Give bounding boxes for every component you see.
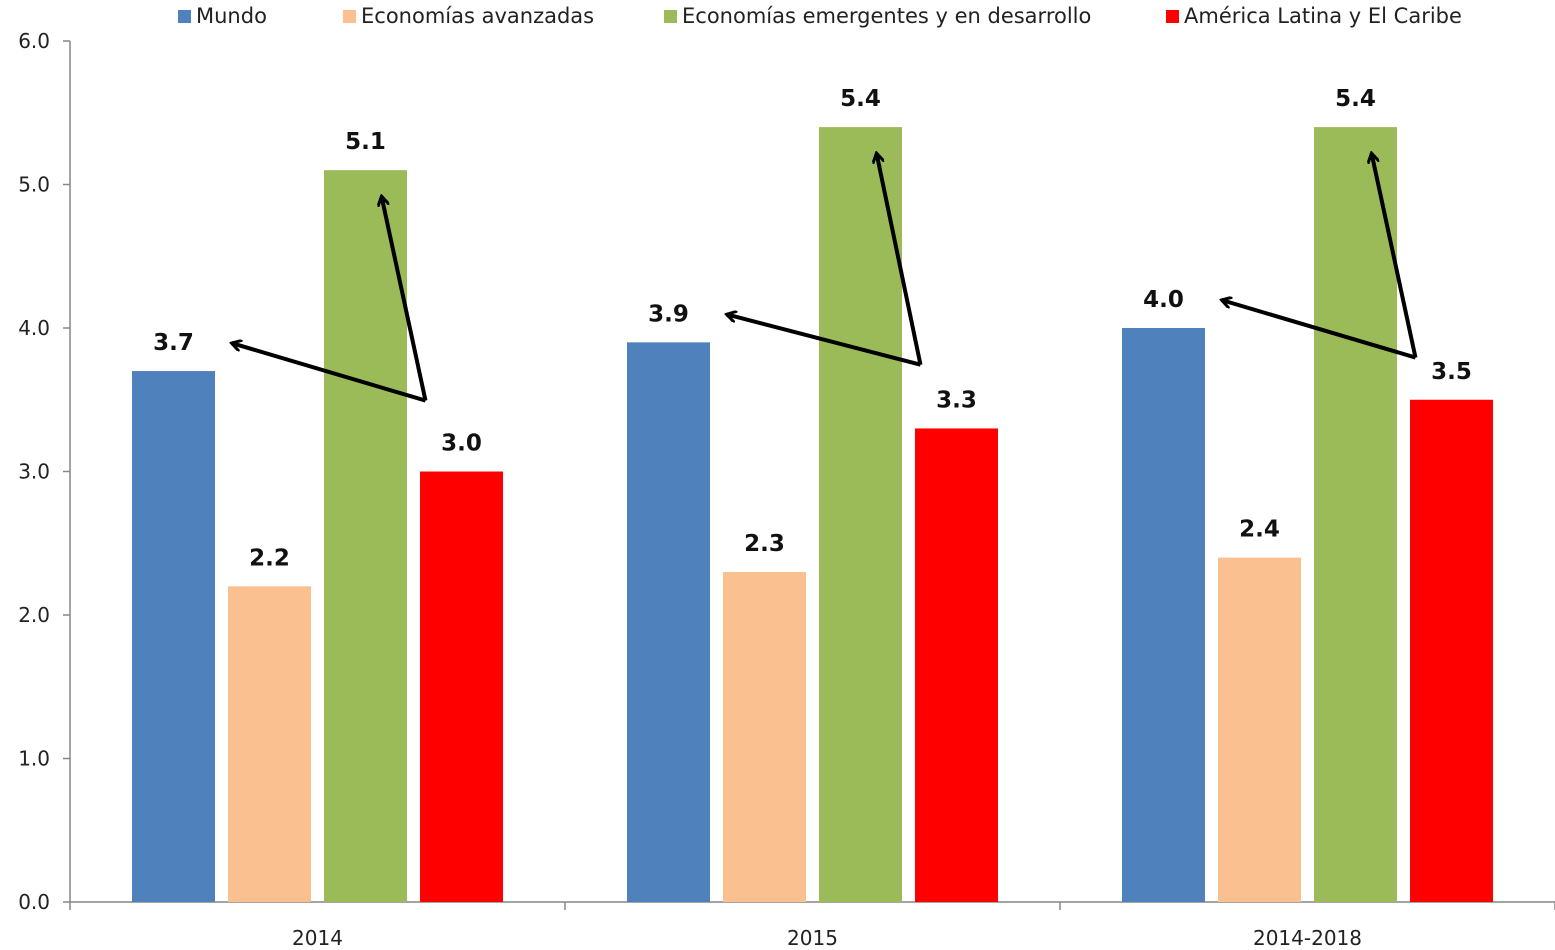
y-tick-label: 4.0 xyxy=(18,316,50,340)
data-label: 3.5 xyxy=(1431,359,1472,385)
legend-swatch-latam xyxy=(1166,9,1179,23)
x-tick-label: 2015 xyxy=(787,926,838,950)
data-label: 3.0 xyxy=(441,431,482,457)
legend-label-latam: América Latina y El Caribe xyxy=(1184,4,1462,28)
bar xyxy=(1314,127,1397,903)
data-label: 2.2 xyxy=(249,545,290,571)
legend-label-mundo: Mundo xyxy=(196,4,267,28)
y-tick-label: 5.0 xyxy=(18,173,50,197)
annotation-arrows xyxy=(232,153,1418,403)
annotation-arrow xyxy=(1372,153,1418,358)
annotation-arrow xyxy=(1222,300,1417,360)
bar xyxy=(1410,399,1493,902)
bar xyxy=(723,571,806,902)
data-label: 5.4 xyxy=(840,86,881,112)
legend-swatch-emergentes xyxy=(664,9,677,23)
data-label: 3.3 xyxy=(936,387,977,413)
bar xyxy=(324,170,407,902)
bar xyxy=(915,428,998,902)
legend: Mundo Economías avanzadas Economías emer… xyxy=(0,4,1555,34)
data-label: 2.4 xyxy=(1239,517,1280,543)
data-label: 3.7 xyxy=(153,330,194,356)
legend-label-emergentes: Economías emergentes y en desarrollo xyxy=(682,4,1092,28)
bar xyxy=(819,127,902,903)
annotation-arrow xyxy=(727,314,922,367)
bar xyxy=(1122,328,1205,902)
annotation-arrow xyxy=(877,153,923,366)
data-label: 2.3 xyxy=(744,531,785,557)
annotation-arrow xyxy=(382,196,428,402)
legend-item-mundo: Mundo xyxy=(178,4,267,28)
y-tick-label: 2.0 xyxy=(18,603,50,627)
data-label: 5.4 xyxy=(1335,86,1376,112)
bar xyxy=(228,586,311,902)
bar xyxy=(420,471,503,902)
data-label: 5.1 xyxy=(345,129,386,155)
y-tick-label: 1.0 xyxy=(18,747,50,771)
bar xyxy=(627,342,710,903)
legend-swatch-mundo xyxy=(178,9,191,23)
data-label: 4.0 xyxy=(1143,287,1184,313)
legend-item-avanzadas: Economías avanzadas xyxy=(343,4,594,28)
legend-swatch-avanzadas xyxy=(343,9,356,23)
bars xyxy=(132,127,1493,903)
y-tick-label: 0.0 xyxy=(18,890,50,914)
data-labels: 3.7 2.2 5.1 3.0 3.9 2.3 5.4 3.3 4.0 2.4 5.4 3.5 xyxy=(153,86,1472,571)
x-tick-label: 2014 xyxy=(292,926,343,950)
bar xyxy=(1218,557,1301,902)
annotation-arrow xyxy=(232,343,427,403)
bar xyxy=(132,371,215,902)
legend-item-latam: América Latina y El Caribe xyxy=(1166,4,1462,28)
axes: 0.0 1.0 2.0 3.0 4.0 5.0 6.0 2014 2015 2014-2018 xyxy=(18,29,1555,950)
legend-item-emergentes: Economías emergentes y en desarrollo xyxy=(664,4,1091,28)
y-tick-label: 3.0 xyxy=(18,460,50,484)
data-label: 3.9 xyxy=(648,301,689,327)
x-tick-label: 2014-2018 xyxy=(1253,926,1362,950)
legend-label-avanzadas: Economías avanzadas xyxy=(361,4,595,28)
y-tick-label: 6.0 xyxy=(18,29,50,53)
